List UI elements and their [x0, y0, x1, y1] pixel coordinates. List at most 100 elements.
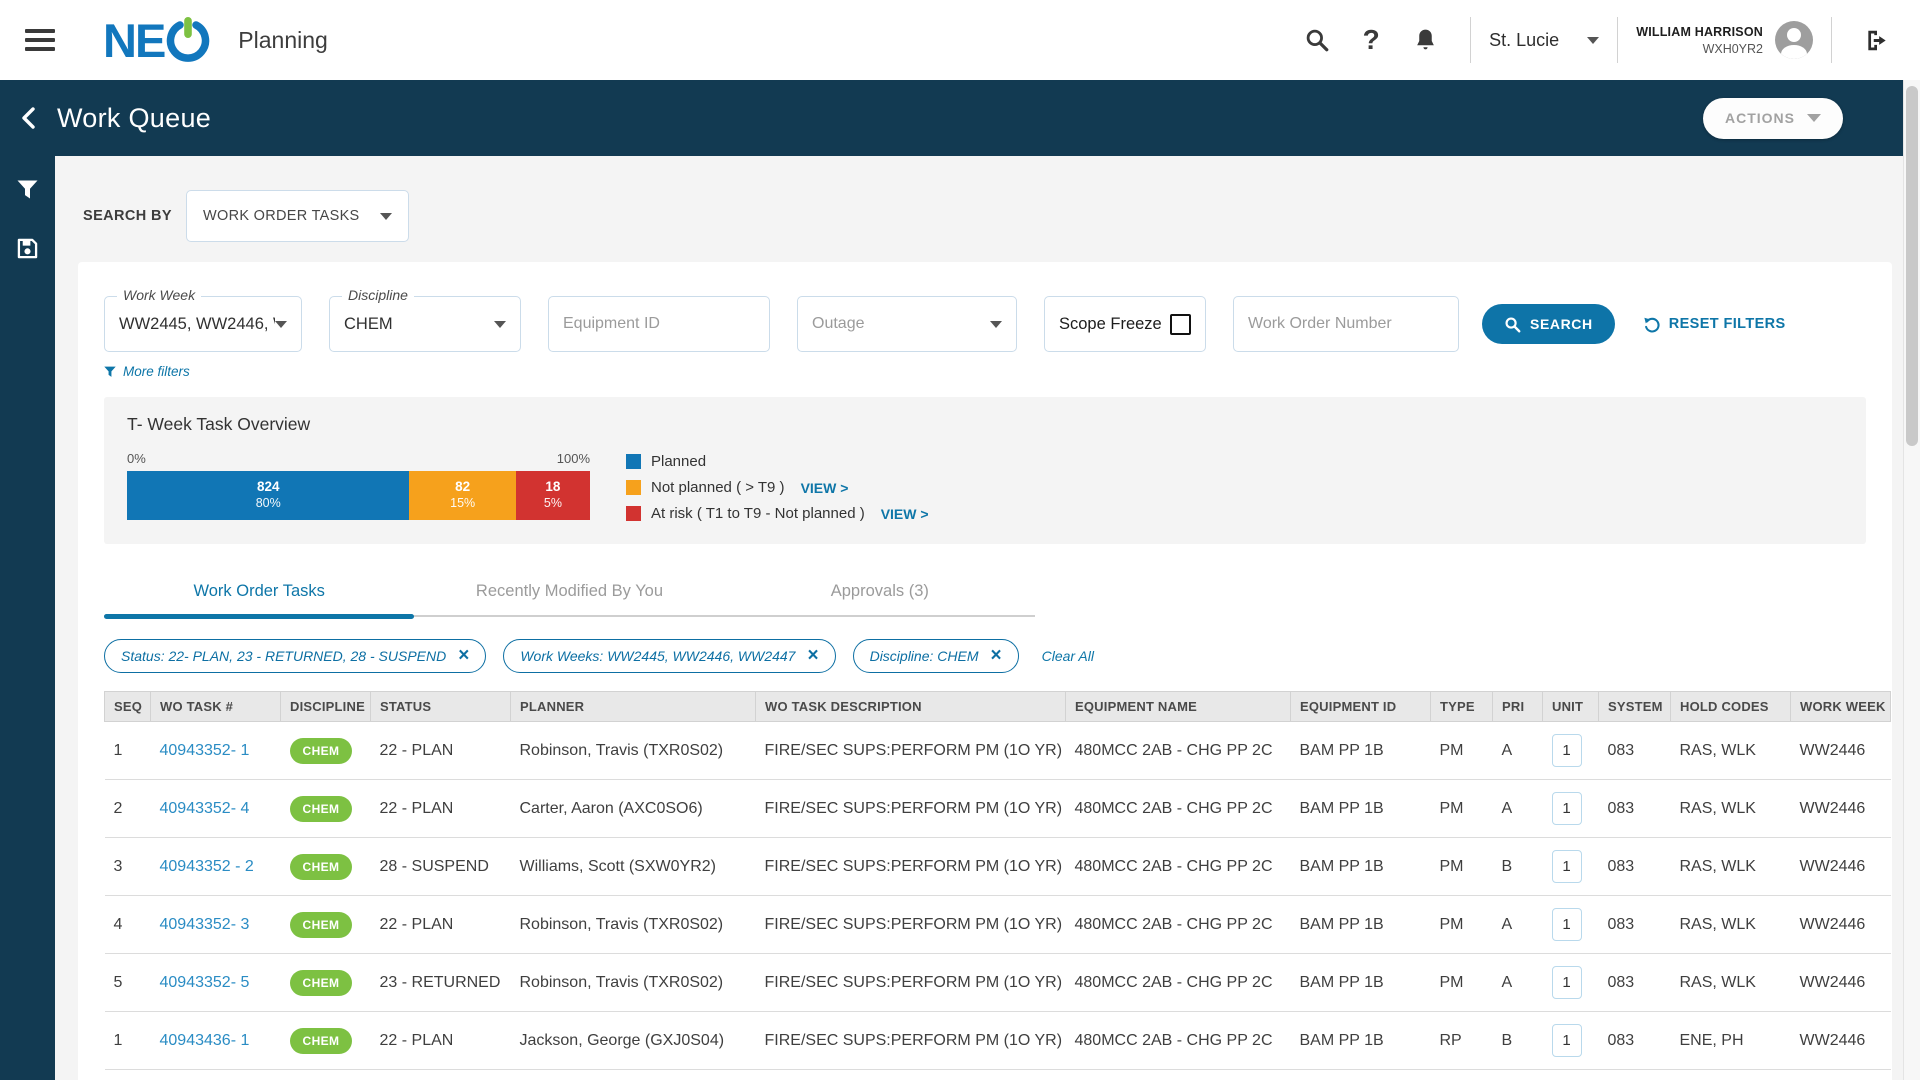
- wo-task-link[interactable]: 40943352- 5: [159, 973, 250, 991]
- column-header-equipment-name: EQUIPMENT NAME: [1065, 691, 1291, 722]
- vertical-scrollbar[interactable]: [1903, 80, 1920, 1080]
- more-filters-label: More filters: [123, 364, 190, 379]
- unit-box[interactable]: 1: [1551, 966, 1582, 999]
- wo-task-link[interactable]: 40943352- 3: [159, 915, 250, 933]
- system-cell: 083: [1598, 953, 1671, 1012]
- save-icon[interactable]: [0, 228, 55, 268]
- clear-all-link[interactable]: Clear All: [1041, 648, 1094, 664]
- planner-cell: Robinson, Travis (TXR0S02): [510, 721, 756, 780]
- status-cell: 23 - RETURNED: [370, 953, 511, 1012]
- discipline-select[interactable]: Discipline CHEM: [329, 287, 521, 352]
- view-link[interactable]: VIEW >: [880, 505, 929, 522]
- hold_codes-cell: RAS, WLK: [1670, 721, 1791, 780]
- tab-work-order-tasks[interactable]: Work Order Tasks: [104, 574, 415, 619]
- avatar[interactable]: [1775, 21, 1813, 59]
- notifications-bell-icon[interactable]: [1412, 27, 1438, 53]
- menu-icon[interactable]: [25, 24, 55, 56]
- equipment-id-field[interactable]: [548, 296, 770, 352]
- filter-icon[interactable]: [0, 170, 55, 210]
- segment-count: 82: [455, 479, 471, 495]
- scope-freeze-checkbox[interactable]: [1170, 313, 1191, 335]
- table-row: 5 40943352- 5 CHEM 23 - RETURNED Robinson, T…: [104, 953, 1891, 1012]
- wo-task-link[interactable]: 40943352- 1: [159, 741, 250, 759]
- hold_codes-cell: RAS, WLK: [1670, 953, 1791, 1012]
- site-selector[interactable]: St. Lucie: [1489, 30, 1600, 51]
- seq-cell: 1: [104, 721, 151, 780]
- system-cell: 083: [1598, 837, 1671, 896]
- column-header-system: SYSTEM: [1598, 691, 1671, 722]
- legend-row-at-risk-t1-to-t9-not-planned: At risk ( T1 to T9 - Not planned ) VIEW >: [626, 505, 929, 522]
- equipment-id-input[interactable]: [563, 315, 755, 333]
- back-icon[interactable]: [20, 106, 37, 130]
- planner-cell: Robinson, Travis (TXR0S02): [510, 953, 756, 1012]
- chip-close-icon[interactable]: ×: [990, 644, 1002, 666]
- search-icon[interactable]: [1304, 27, 1330, 53]
- work-order-number-input[interactable]: [1248, 315, 1444, 333]
- description-cell: FIRE/SEC SUPS:PERFORM PM (1O YR): [755, 1011, 1066, 1070]
- pri-cell: A: [1492, 779, 1543, 838]
- system-cell: 083: [1598, 721, 1671, 780]
- neo-logo: NE: [103, 17, 210, 64]
- work-week-select[interactable]: Work Week WW2445, WW2446, W: [104, 287, 302, 352]
- tab-approvals-3[interactable]: Approvals (3): [830, 582, 929, 600]
- legend-row-not-planned-t9: Not planned ( > T9 ) VIEW >: [626, 479, 929, 496]
- work-order-number-field[interactable]: [1233, 296, 1459, 352]
- discipline-value: CHEM: [344, 314, 393, 333]
- wo-task-link[interactable]: 40943436- 1: [159, 1031, 250, 1049]
- unit-box[interactable]: 1: [1551, 734, 1582, 767]
- unit-box[interactable]: 1: [1551, 850, 1582, 883]
- status-cell: 22 - PLAN: [370, 895, 511, 954]
- discipline-badge: CHEM: [289, 853, 353, 880]
- type-cell: RP: [1430, 1011, 1493, 1070]
- system-cell: 083: [1598, 1011, 1671, 1070]
- wo-task-link[interactable]: 40943352 - 2: [159, 857, 254, 875]
- scope-freeze-label: Scope Freeze: [1059, 314, 1162, 333]
- work_week-cell: WW2446: [1790, 1069, 1891, 1080]
- task-cell: 40943436- 1: [150, 1069, 281, 1080]
- system-cell: 083: [1598, 895, 1671, 954]
- discipline-badge: CHEM: [289, 911, 353, 938]
- equipment_name-cell: 480MCC 2AB - CHG PP 2C: [1065, 779, 1291, 838]
- type-cell: PM: [1430, 953, 1493, 1012]
- segment-count: 18: [545, 479, 561, 495]
- task-cell: 40943352- 5: [150, 953, 281, 1012]
- search-button[interactable]: SEARCH: [1482, 304, 1615, 344]
- outage-select[interactable]: Outage: [797, 296, 1017, 352]
- tab-strip: Work Order Tasks Recently Modified By You…: [104, 574, 1035, 619]
- bar-segment-planned: 824 80%: [127, 471, 410, 520]
- chevron-down-icon: [1807, 114, 1821, 122]
- reset-icon: [1644, 317, 1660, 332]
- logout-icon[interactable]: [1864, 27, 1890, 53]
- actions-button[interactable]: ACTIONS: [1703, 97, 1843, 139]
- seq-cell: 3: [104, 837, 151, 896]
- chip-close-icon[interactable]: ×: [458, 644, 470, 666]
- reset-filters-button[interactable]: RESET FILTERS: [1642, 315, 1786, 334]
- search-by-select[interactable]: WORK ORDER TASKS: [186, 190, 409, 242]
- tab-recently-modified-by-you[interactable]: Recently Modified By You: [475, 582, 664, 600]
- more-filters-link[interactable]: More filters: [104, 364, 190, 379]
- unit-box[interactable]: 1: [1551, 1024, 1582, 1057]
- unit-box[interactable]: 1: [1551, 792, 1582, 825]
- user-menu[interactable]: WILLIAM HARRISON WXH0YR2: [1636, 21, 1813, 59]
- view-link[interactable]: VIEW >: [800, 479, 849, 496]
- work_week-cell: WW2446: [1790, 1011, 1891, 1070]
- discipline-cell: CHEM: [280, 721, 371, 780]
- pri-cell: B: [1492, 1011, 1543, 1070]
- unit-box[interactable]: 1: [1551, 908, 1582, 941]
- system-cell: 083: [1598, 779, 1671, 838]
- discipline-cell: CHEM: [280, 779, 371, 838]
- actions-label: ACTIONS: [1725, 110, 1795, 126]
- discipline-cell: CHEM: [280, 895, 371, 954]
- help-icon[interactable]: ?: [1362, 24, 1380, 55]
- chip-close-icon[interactable]: ×: [807, 644, 819, 666]
- equipment_name-cell: 480MCC 2AB - CHG PP 2C: [1065, 721, 1291, 780]
- hold_codes-cell: RAS, WLK: [1670, 837, 1791, 896]
- scrollbar-thumb[interactable]: [1906, 86, 1918, 446]
- page-header-bar: Work Queue ACTIONS: [0, 80, 1903, 156]
- equipment_id-cell: BAM PP 1B: [1290, 953, 1431, 1012]
- divider: [1831, 17, 1832, 63]
- wo-task-link[interactable]: 40943352- 4: [159, 799, 250, 817]
- equipment_name-cell: 480MCC 2AB - CHG PP 2C: [1065, 1011, 1291, 1070]
- discipline-badge: CHEM: [289, 969, 353, 996]
- table-row: 2 40943352- 4 CHEM 22 - PLAN Carter, Aaron (…: [104, 779, 1891, 838]
